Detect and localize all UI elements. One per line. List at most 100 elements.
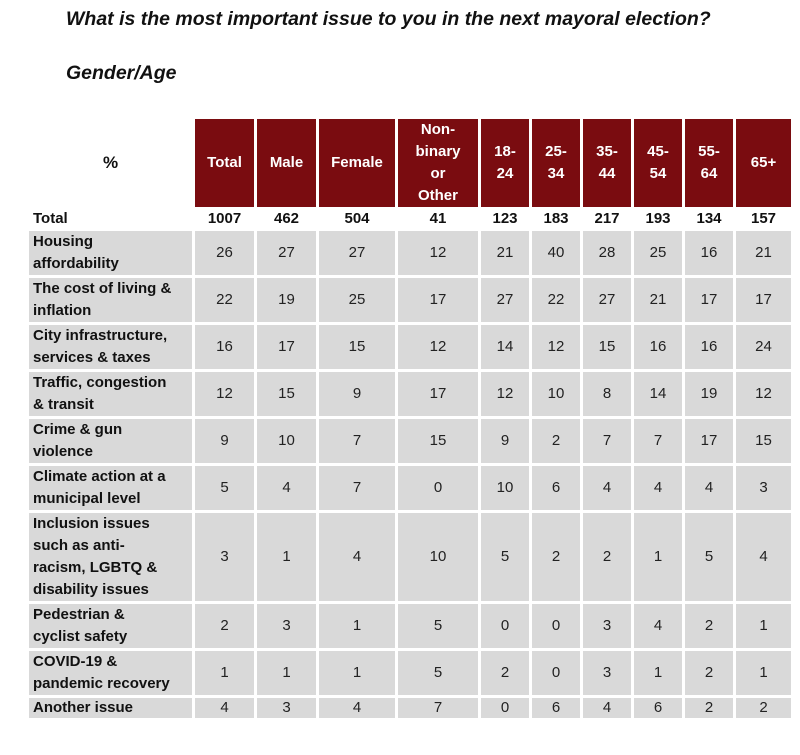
value-cell: 17 — [398, 372, 478, 416]
value-cell: 3 — [583, 651, 631, 695]
table-row: Inclusion issues such as anti-racism, LGB… — [29, 513, 791, 601]
table-row: Crime & gun violence 9 10 7 15 9 2 7 7 17 15 — [29, 419, 791, 463]
value-cell: 12 — [532, 325, 580, 369]
value-cell: 10 — [257, 419, 316, 463]
value-cell: 15 — [398, 419, 478, 463]
value-cell: 4 — [583, 698, 631, 718]
value-cell: 9 — [481, 419, 529, 463]
value-cell: 25 — [634, 231, 682, 275]
value-cell: 6 — [634, 698, 682, 718]
value-cell: 4 — [634, 466, 682, 510]
table-row: Traffic, congestion & transit 12 15 9 17 12 10 8… — [29, 372, 791, 416]
value-cell: 3 — [736, 466, 791, 510]
value-cell: 10 — [398, 513, 478, 601]
value-cell: 10 — [532, 372, 580, 416]
row-label: The cost of living & inflation — [29, 278, 192, 322]
value-cell: 9 — [319, 372, 395, 416]
column-header-25-34: 25- 34 — [532, 119, 580, 207]
value-cell: 0 — [532, 604, 580, 648]
value-cell: 21 — [634, 278, 682, 322]
value-cell: 12 — [736, 372, 791, 416]
value-cell: 15 — [736, 419, 791, 463]
value-cell: 4 — [319, 513, 395, 601]
value-cell: 16 — [634, 325, 682, 369]
row-label: Pedestrian & cyclist safety — [29, 604, 192, 648]
value-cell: 1 — [257, 651, 316, 695]
value-cell: 28 — [583, 231, 631, 275]
value-cell: 4 — [195, 698, 254, 718]
table-row: Pedestrian & cyclist safety 2 3 1 5 0 0 3 4 2 1 — [29, 604, 791, 648]
row-label: Crime & gun violence — [29, 419, 192, 463]
value-cell: 7 — [634, 419, 682, 463]
value-cell: 5 — [398, 604, 478, 648]
value-cell: 15 — [583, 325, 631, 369]
base-count-cell: 504 — [319, 210, 395, 228]
value-cell: 0 — [481, 698, 529, 718]
value-cell: 1 — [257, 513, 316, 601]
value-cell: 2 — [583, 513, 631, 601]
header-row: % Total Male Female Non-binary or Other 18- 24 2… — [29, 119, 791, 207]
value-cell: 25 — [319, 278, 395, 322]
value-cell: 27 — [257, 231, 316, 275]
table-row: Another issue 4 3 4 7 0 6 4 6 2 2 — [29, 698, 791, 718]
value-cell: 16 — [685, 325, 733, 369]
column-header-female: Female — [319, 119, 395, 207]
value-cell: 2 — [736, 698, 791, 718]
value-cell: 2 — [532, 419, 580, 463]
row-label: Total — [29, 210, 192, 228]
value-cell: 17 — [257, 325, 316, 369]
value-cell: 12 — [398, 231, 478, 275]
value-cell: 2 — [195, 604, 254, 648]
column-header-45-54: 45- 54 — [634, 119, 682, 207]
value-cell: 7 — [583, 419, 631, 463]
value-cell: 21 — [481, 231, 529, 275]
row-label: City infrastructure, services & taxes — [29, 325, 192, 369]
value-cell: 1 — [319, 604, 395, 648]
value-cell: 21 — [736, 231, 791, 275]
value-cell: 4 — [319, 698, 395, 718]
value-cell: 26 — [195, 231, 254, 275]
results-table: % Total Male Female Non-binary or Other 18- 24 2… — [26, 116, 794, 721]
value-cell: 2 — [685, 604, 733, 648]
value-cell: 19 — [685, 372, 733, 416]
base-count-cell: 217 — [583, 210, 631, 228]
value-cell: 17 — [685, 278, 733, 322]
value-cell: 27 — [583, 278, 631, 322]
table-row: City infrastructure, services & taxes 16 17… — [29, 325, 791, 369]
value-cell: 27 — [319, 231, 395, 275]
value-cell: 1 — [736, 604, 791, 648]
value-cell: 14 — [481, 325, 529, 369]
base-count-cell: 41 — [398, 210, 478, 228]
column-header-non-binary-or-other: Non-binary or Other — [398, 119, 478, 207]
value-cell: 17 — [398, 278, 478, 322]
table-row: Housing affordability 26 27 27 12 21 40 28 25 16 21 — [29, 231, 791, 275]
value-cell: 6 — [532, 466, 580, 510]
base-count-cell: 1007 — [195, 210, 254, 228]
value-cell: 17 — [685, 419, 733, 463]
value-cell: 2 — [481, 651, 529, 695]
value-cell: 7 — [319, 419, 395, 463]
value-cell: 4 — [257, 466, 316, 510]
value-cell: 17 — [736, 278, 791, 322]
value-cell: 22 — [195, 278, 254, 322]
column-header-total: Total — [195, 119, 254, 207]
value-cell: 4 — [736, 513, 791, 601]
table-row: The cost of living & inflation 22 19 25 17 27 2… — [29, 278, 791, 322]
value-cell: 7 — [319, 466, 395, 510]
value-cell: 16 — [685, 231, 733, 275]
value-cell: 15 — [319, 325, 395, 369]
value-cell: 0 — [398, 466, 478, 510]
value-cell: 5 — [481, 513, 529, 601]
base-count-cell: 183 — [532, 210, 580, 228]
value-cell: 5 — [398, 651, 478, 695]
column-header-55-64: 55- 64 — [685, 119, 733, 207]
value-cell: 5 — [195, 466, 254, 510]
row-label: COVID-19 & pandemic recovery — [29, 651, 192, 695]
value-cell: 12 — [195, 372, 254, 416]
value-cell: 0 — [532, 651, 580, 695]
value-cell: 27 — [481, 278, 529, 322]
value-cell: 1 — [634, 651, 682, 695]
value-cell: 40 — [532, 231, 580, 275]
value-cell: 6 — [532, 698, 580, 718]
base-count-cell: 193 — [634, 210, 682, 228]
